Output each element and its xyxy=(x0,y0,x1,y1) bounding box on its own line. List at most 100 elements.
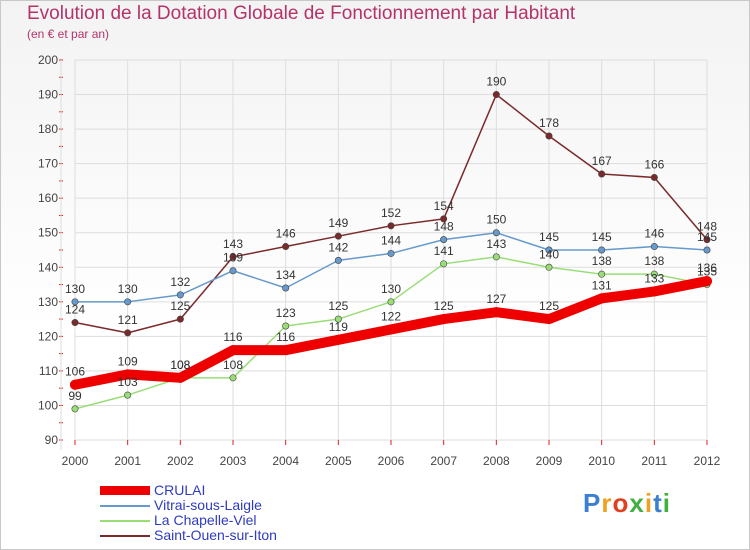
data-point xyxy=(71,298,79,306)
data-point xyxy=(440,236,448,244)
y-tick-label: 100 xyxy=(38,398,58,412)
data-label: 130 xyxy=(118,282,138,296)
x-tick-label: 2009 xyxy=(536,454,563,468)
data-point xyxy=(440,260,448,268)
data-label: 152 xyxy=(381,206,401,220)
data-label: 106 xyxy=(65,365,85,379)
data-point xyxy=(596,293,607,304)
data-label: 135 xyxy=(697,265,717,279)
data-label: 154 xyxy=(434,199,454,213)
data-label: 108 xyxy=(170,358,190,372)
data-point xyxy=(702,276,712,287)
data-point xyxy=(228,345,238,356)
legend-swatch xyxy=(100,486,150,495)
logo-letter: t xyxy=(653,488,663,518)
data-label: 109 xyxy=(118,354,138,368)
data-point xyxy=(650,173,658,181)
data-label: 149 xyxy=(328,216,348,230)
y-tick-label: 170 xyxy=(38,157,58,171)
data-label: 148 xyxy=(434,220,454,234)
y-tick-label: 90 xyxy=(45,433,59,447)
data-point xyxy=(650,243,658,251)
logo-letter: i xyxy=(644,488,654,518)
data-point xyxy=(229,253,237,261)
data-label: 145 xyxy=(697,230,717,244)
x-tick-label: 2005 xyxy=(325,454,352,468)
data-point xyxy=(491,307,502,318)
data-label: 123 xyxy=(276,306,296,320)
x-tick-label: 2008 xyxy=(483,454,510,468)
logo-letter: x xyxy=(629,488,645,518)
data-point xyxy=(387,222,395,230)
data-point xyxy=(176,291,184,299)
data-label: 145 xyxy=(592,230,612,244)
chart-title: Evolution de la Dotation Globale de Fonc… xyxy=(27,3,576,24)
data-point xyxy=(703,236,711,244)
data-point xyxy=(492,253,500,261)
data-point xyxy=(175,372,186,383)
data-label: 116 xyxy=(276,330,295,344)
data-label: 167 xyxy=(592,154,612,168)
data-label: 148 xyxy=(697,220,717,234)
data-point xyxy=(440,215,448,223)
data-label: 108 xyxy=(170,358,190,372)
y-tick-label: 140 xyxy=(38,260,58,274)
data-label: 108 xyxy=(223,358,243,372)
data-label: 130 xyxy=(381,282,401,296)
data-point xyxy=(71,405,79,413)
data-label: 125 xyxy=(328,299,348,313)
logo-letter: P xyxy=(583,488,602,518)
data-label: 103 xyxy=(118,375,138,389)
data-point xyxy=(71,319,79,327)
y-tick-label: 160 xyxy=(38,191,58,205)
x-tick-label: 2006 xyxy=(378,454,405,468)
data-label: 133 xyxy=(644,271,664,285)
data-point xyxy=(282,284,290,292)
data-label: 141 xyxy=(434,244,454,258)
data-label: 146 xyxy=(644,227,664,241)
data-point xyxy=(124,391,132,399)
data-label: 119 xyxy=(329,320,348,334)
data-point xyxy=(598,246,606,254)
x-tick-label: 2012 xyxy=(694,454,721,468)
data-point xyxy=(387,298,395,306)
data-point xyxy=(176,315,184,323)
data-point xyxy=(229,267,237,275)
data-label: 144 xyxy=(381,233,401,247)
data-point xyxy=(122,369,133,380)
data-point xyxy=(334,315,342,323)
logo-letter: o xyxy=(612,488,630,518)
data-label: 143 xyxy=(223,237,243,251)
logo-letter: i xyxy=(662,488,671,518)
data-label: 143 xyxy=(486,237,506,251)
data-label: 166 xyxy=(644,157,664,171)
data-label: 130 xyxy=(65,282,85,296)
y-tick-label: 200 xyxy=(38,53,58,67)
x-tick-label: 2003 xyxy=(220,454,247,468)
data-point xyxy=(334,256,342,264)
data-point xyxy=(650,270,658,278)
y-tick-label: 180 xyxy=(38,122,58,136)
data-point xyxy=(438,314,449,325)
data-label: 145 xyxy=(539,230,559,244)
x-axis: 2000 2001 2002 2003 2004 2005 2006 2007 2008 2009… xyxy=(62,440,721,468)
data-label: 132 xyxy=(170,275,190,289)
data-point xyxy=(703,246,711,254)
data-point xyxy=(282,243,290,251)
data-label: 131 xyxy=(592,278,612,292)
data-point xyxy=(386,324,396,335)
data-label: 138 xyxy=(592,254,612,268)
data-point xyxy=(545,132,553,140)
data-label: 99 xyxy=(68,389,82,403)
y-tick-label: 190 xyxy=(38,88,58,102)
chart-subtitle: (en € et par an) xyxy=(27,27,110,41)
x-tick-label: 2000 xyxy=(62,454,89,468)
data-label: 138 xyxy=(644,254,664,268)
data-label: 150 xyxy=(486,213,506,227)
data-point xyxy=(280,345,291,356)
data-point xyxy=(649,286,660,297)
data-point xyxy=(229,374,237,382)
x-tick-label: 2001 xyxy=(114,454,141,468)
legend-label: Vitrai-sous-Laigle xyxy=(154,497,262,513)
